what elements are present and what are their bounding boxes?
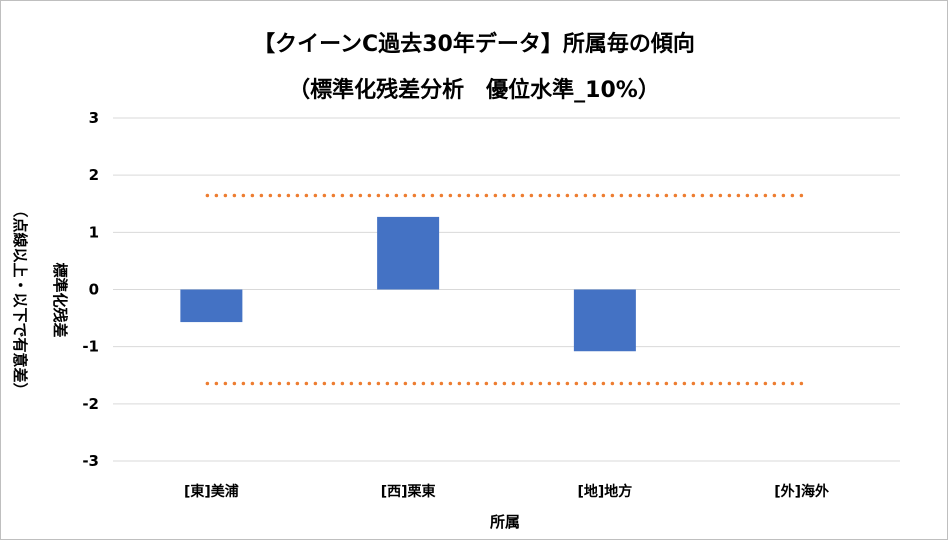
y-axis-note: （点線以上・以下で有意差） [11, 202, 29, 397]
category-labels: [東]美浦 [西]栗東 [地]地方 [外]海外 [184, 483, 829, 500]
chart-title: 【クイーンC過去30年データ】所属毎の傾向 [253, 32, 695, 57]
y-tick-label: 3 [89, 109, 99, 127]
y-tick-label: 2 [89, 166, 99, 184]
y-tick-label: -3 [82, 452, 99, 470]
x-axis-title: 所属 [490, 513, 520, 531]
threshold-lines [205, 193, 808, 386]
x-category-label: [外]海外 [774, 483, 829, 500]
x-category-label: [西]栗東 [381, 483, 436, 500]
y-tick-label: 0 [89, 281, 99, 299]
y-tick-label: -2 [82, 395, 99, 413]
x-category-label: [東]美浦 [184, 483, 239, 500]
y-axis-title: 標準化残差 [51, 262, 69, 337]
y-tick-label: -1 [82, 338, 99, 356]
bar [180, 289, 243, 323]
bar [573, 289, 636, 352]
bar [377, 216, 440, 290]
x-category-label: [地]地方 [577, 483, 632, 500]
y-tick-label: 1 [89, 223, 99, 241]
bars [180, 216, 636, 352]
y-tick-labels: 3 2 1 0 -1 -2 -3 [82, 109, 99, 470]
gridlines [113, 117, 900, 462]
chart-subtitle: （標準化残差分析 優位水準_10%） [288, 78, 660, 103]
